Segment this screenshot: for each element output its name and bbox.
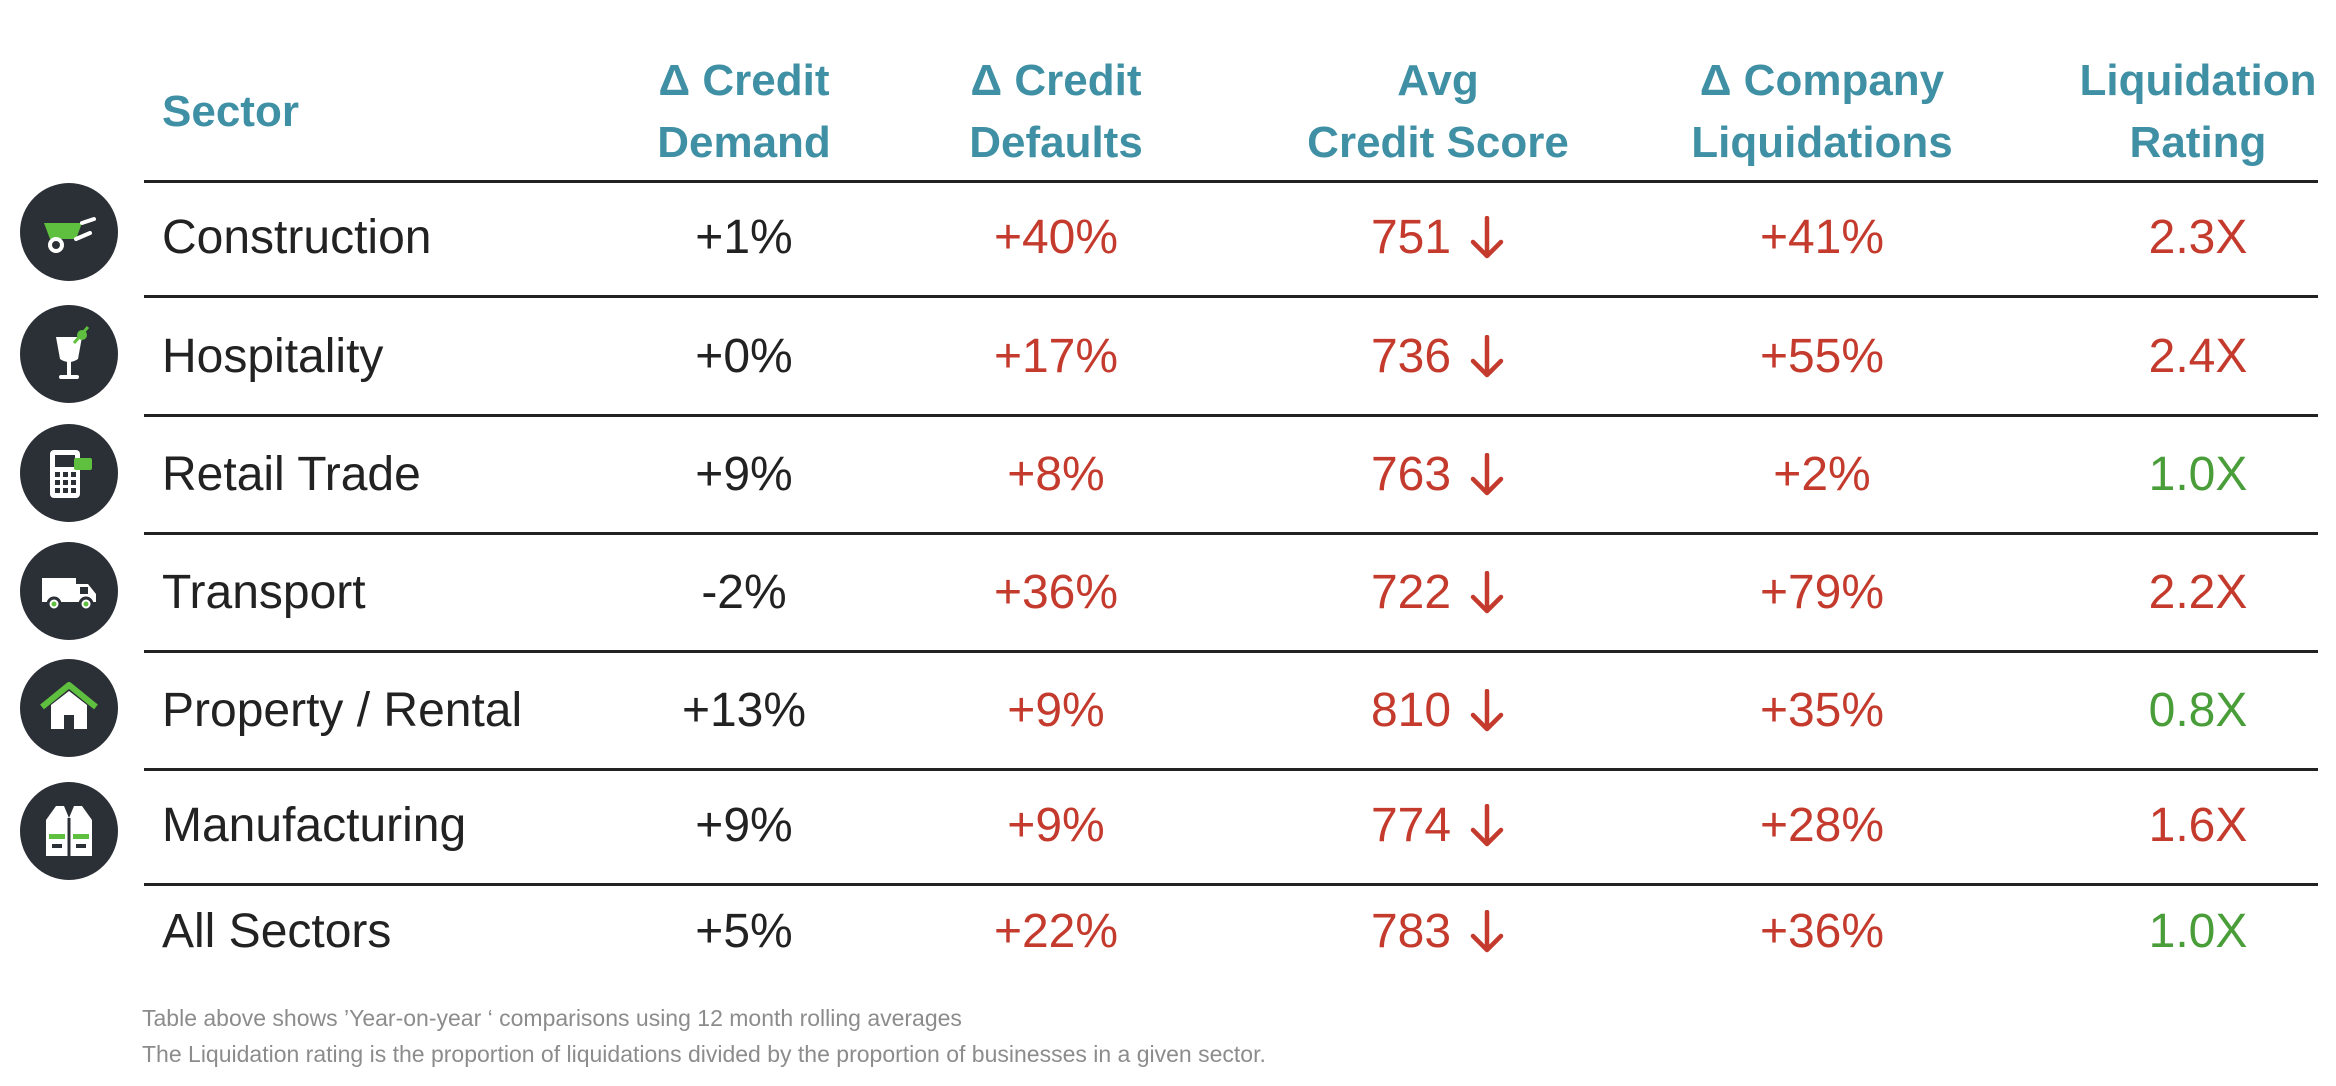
- table-row: Manufacturing +9% +9% 774 +28% 1.6X: [144, 768, 2318, 886]
- credit-defaults-value: +40%: [993, 211, 1119, 264]
- liquidation-rating-value: 0.8X: [2148, 684, 2248, 737]
- header-liquidation-rating: Liquidation Rating: [2079, 56, 2317, 167]
- table-row: Transport -2% +36% 722 +79% 2.2X: [144, 535, 2318, 653]
- sector-name: Retail Trade: [162, 448, 421, 501]
- company-liquidations-value: +28%: [1759, 799, 1885, 852]
- liquidation-rating-value: 2.2X: [2148, 566, 2248, 619]
- company-liquidations-value: +79%: [1759, 566, 1885, 619]
- arrow-down-icon: [1470, 570, 1504, 613]
- credit-score-value: 763: [1370, 448, 1452, 501]
- credit-demand-value: +13%: [681, 684, 807, 737]
- liquidation-rating-value: 2.4X: [2148, 330, 2248, 383]
- company-liquidations-value: +36%: [1759, 905, 1885, 958]
- arrow-down-icon: [1470, 803, 1504, 846]
- arrow-down-icon: [1470, 334, 1504, 377]
- cocktail-icon: [20, 305, 118, 403]
- credit-demand-value: -2%: [701, 566, 787, 619]
- credit-score-value: 751: [1370, 211, 1452, 264]
- sector-name: Manufacturing: [162, 799, 467, 852]
- header-credit-defaults: Δ Credit Defaults: [969, 56, 1143, 167]
- credit-defaults-value: +8%: [1007, 448, 1105, 501]
- truck-icon: [20, 542, 118, 640]
- safety-vest-icon: [20, 782, 118, 880]
- arrow-down-icon: [1470, 452, 1504, 495]
- credit-defaults-value: +9%: [1007, 684, 1105, 737]
- header-sector: Sector: [162, 87, 299, 136]
- credit-score-value: 722: [1370, 566, 1452, 619]
- credit-defaults-value: +22%: [993, 905, 1119, 958]
- company-liquidations-value: +41%: [1759, 211, 1885, 264]
- liquidation-rating-value: 2.3X: [2148, 211, 2248, 264]
- credit-demand-value: +5%: [695, 905, 793, 958]
- liquidation-rating-value: 1.6X: [2148, 799, 2248, 852]
- credit-demand-value: +1%: [695, 211, 793, 264]
- credit-score-value: 810: [1370, 684, 1452, 737]
- company-liquidations-value: +2%: [1773, 448, 1871, 501]
- header-company-liquidations: Δ Company Liquidations: [1691, 56, 1953, 167]
- sector-name: Property / Rental: [162, 684, 523, 737]
- sector-name: Hospitality: [162, 330, 384, 383]
- wheelbarrow-icon: [20, 183, 118, 281]
- liquidation-rating-value: 1.0X: [2148, 448, 2248, 501]
- company-liquidations-value: +55%: [1759, 330, 1885, 383]
- table-header: Sector Δ Credit Demand Δ Credit Defaults…: [144, 44, 2318, 183]
- table-row: Retail Trade +9% +8% 763 +2% 1.0X: [144, 417, 2318, 535]
- arrow-down-icon: [1470, 688, 1504, 731]
- credit-score-value: 783: [1370, 905, 1452, 958]
- credit-demand-value: +9%: [695, 799, 793, 852]
- credit-score-value: 736: [1370, 330, 1452, 383]
- credit-demand-value: +9%: [695, 448, 793, 501]
- company-liquidations-value: +35%: [1759, 684, 1885, 737]
- arrow-down-icon: [1470, 909, 1504, 952]
- arrow-down-icon: [1470, 215, 1504, 258]
- credit-defaults-value: +17%: [993, 330, 1119, 383]
- sector-name: All Sectors: [162, 905, 392, 958]
- header-credit-demand: Δ Credit Demand: [657, 56, 831, 167]
- credit-defaults-value: +9%: [1007, 799, 1105, 852]
- house-icon: [20, 659, 118, 757]
- credit-defaults-value: +36%: [993, 566, 1119, 619]
- footnote-liquidation-rating: The Liquidation rating is the proportion…: [142, 1041, 1266, 1067]
- credit-demand-value: +0%: [695, 330, 793, 383]
- table-row: Hospitality +0% +17% 736 +55% 2.4X: [144, 299, 2318, 417]
- header-avg-credit-score: Avg Credit Score: [1307, 56, 1569, 167]
- footnote-yoy: Table above shows ’Year-on-year ‘ compar…: [142, 1005, 962, 1031]
- card-terminal-icon: [20, 424, 118, 522]
- table-row: Property / Rental +13% +9% 810 +35% 0.8X: [144, 653, 2318, 771]
- sector-name: Transport: [162, 566, 366, 619]
- table-row-total: All Sectors +5% +22% 783 +36% 1.0X: [144, 874, 2318, 989]
- sector-name: Construction: [162, 211, 432, 264]
- liquidation-rating-value: 1.0X: [2148, 905, 2248, 958]
- credit-score-value: 774: [1370, 799, 1452, 852]
- table-row: Construction +1% +40% 751 +41% 2.3X: [144, 180, 2318, 298]
